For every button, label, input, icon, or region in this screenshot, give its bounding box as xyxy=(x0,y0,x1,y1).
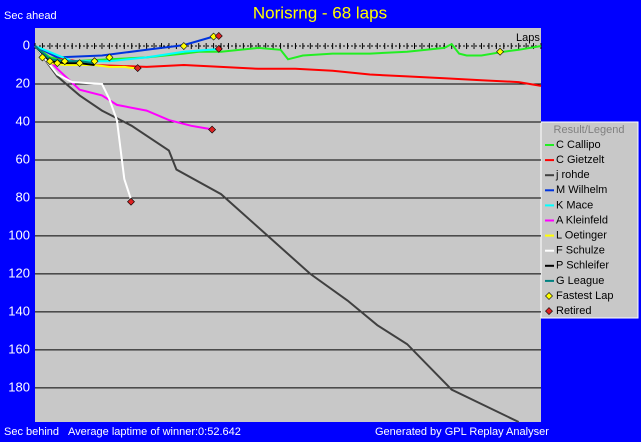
marker xyxy=(45,57,54,66)
marker xyxy=(133,64,142,72)
series-line xyxy=(34,45,133,203)
x-label: Laps xyxy=(516,32,540,44)
marker xyxy=(214,32,223,40)
series-line xyxy=(34,35,214,59)
y-label-bottom: Sec behind xyxy=(4,426,59,438)
legend-label: C Callipo xyxy=(556,139,601,151)
marker xyxy=(208,125,217,134)
legend-label: Fastest Lap xyxy=(556,290,613,302)
y-tick-label: 40 xyxy=(16,113,30,128)
y-tick-label: 60 xyxy=(16,151,30,166)
marker xyxy=(53,59,62,68)
legend-swatch xyxy=(545,292,553,300)
y-tick-label: 80 xyxy=(16,189,30,204)
footer-left: Average laptime of winner:0:52.642 xyxy=(68,426,241,438)
footer-right: Generated by GPL Replay Analyser xyxy=(375,426,549,438)
marker xyxy=(214,44,223,53)
plot-area xyxy=(35,28,541,422)
legend-label: L Oetinger xyxy=(556,230,607,242)
legend-swatch xyxy=(545,307,553,316)
legend-label: M Wilhelm xyxy=(556,184,607,196)
marker xyxy=(60,57,69,66)
marker xyxy=(179,42,188,50)
marker xyxy=(75,59,84,68)
legend-label: A Kleinfeld xyxy=(556,214,608,226)
marker xyxy=(38,53,47,62)
marker xyxy=(90,57,99,66)
y-tick-label: 100 xyxy=(8,227,30,242)
y-tick-label: 160 xyxy=(8,341,30,356)
series-line xyxy=(34,45,542,87)
legend-label: C Gietzelt xyxy=(556,154,604,166)
legend-label: K Mace xyxy=(556,199,593,211)
y-label-top: Sec ahead xyxy=(4,10,57,22)
legend-box xyxy=(540,121,639,319)
y-tick-label: 140 xyxy=(8,303,30,318)
legend-label: P Schleifer xyxy=(556,260,609,272)
y-tick-label: 180 xyxy=(8,379,30,394)
y-tick-label: 120 xyxy=(8,265,30,280)
legend-label: Retired xyxy=(556,305,591,317)
marker xyxy=(127,197,135,206)
legend-title: Result/Legend xyxy=(554,124,625,136)
series-line xyxy=(34,45,520,423)
y-tick-label: 20 xyxy=(16,75,30,90)
marker xyxy=(496,47,504,56)
chart-title: Norisrng - 68 laps xyxy=(253,3,387,22)
marker xyxy=(105,53,114,62)
y-tick-label: 0 xyxy=(23,37,30,52)
legend-label: j rohde xyxy=(555,169,590,181)
series-line xyxy=(34,45,214,131)
legend-label: F Schulze xyxy=(556,245,605,257)
legend-label: G League xyxy=(556,275,604,287)
